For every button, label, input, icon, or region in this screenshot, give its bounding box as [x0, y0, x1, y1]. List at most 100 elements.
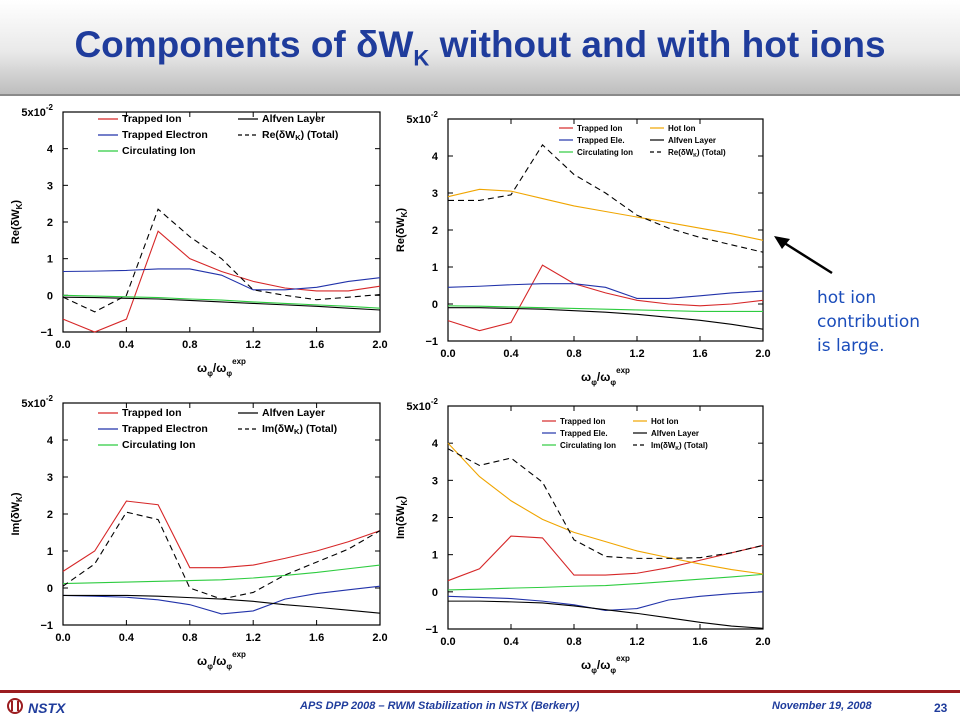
footer-rule	[0, 690, 960, 693]
legend-label-3: Hot Ion	[668, 124, 696, 133]
legend-label-5: Re(δWK) (Total)	[668, 148, 726, 159]
legend-label-2: Circulating Ion	[577, 148, 633, 157]
y-axis-label: Im(δWK)	[395, 496, 409, 539]
annotation-text: hot ion contribution is large.	[817, 288, 921, 356]
series-line-0	[62, 230, 381, 333]
footer-center-text: APS DPP 2008 – RWM Stabilization in NSTX…	[300, 700, 580, 712]
x-tick-label: 0.8	[566, 636, 581, 648]
page-number: 23	[934, 701, 948, 715]
y-tick-label: 3	[47, 180, 53, 192]
series-line-2	[447, 305, 763, 312]
series-line-2	[62, 294, 381, 309]
y-axis-label: Im(δWK)	[10, 492, 24, 535]
y-tick-label: 1	[432, 550, 438, 562]
series-line-4	[448, 600, 764, 629]
series-line-5	[447, 448, 764, 559]
y-tick-label: 3	[47, 472, 53, 484]
annotation-arrow	[774, 236, 833, 275]
series-line-1	[62, 585, 381, 615]
legend-label-2: Circulating Ion	[560, 441, 616, 450]
series-line-4	[62, 208, 381, 313]
y-tick-label: 5x10-2	[406, 397, 438, 413]
title-rest: without and with hot ions	[429, 24, 886, 65]
legend-label-4: Re(δWK) (Total)	[262, 129, 338, 142]
title-rule	[0, 94, 960, 96]
legend-label-2: Circulating Ion	[122, 439, 196, 451]
series-line-2	[447, 573, 764, 591]
series-line-1	[447, 591, 764, 611]
plot-frame	[62, 111, 381, 333]
y-tick-label: 4	[47, 435, 54, 447]
x-tick-label: 0.0	[55, 632, 70, 644]
legend-label-0: Trapped Ion	[122, 407, 182, 419]
x-tick-label: 0.8	[182, 339, 197, 351]
chart-im-without-hot-ions: 0.0 0.4 0.8 1.2 1.6 2.0 −1 0 1 2 3 4 5x10-2 Im(δWK) ωφ…	[10, 394, 388, 671]
series-line-0	[447, 535, 764, 582]
y-tick-label: 3	[432, 188, 438, 200]
legend-label-0: Trapped Ion	[122, 113, 182, 125]
y-tick-label: 0	[432, 299, 438, 311]
y-tick-label: −1	[40, 327, 53, 339]
x-tick-label: 0.4	[503, 636, 519, 648]
slide-title: Components of δWK without and with hot i…	[0, 24, 960, 71]
x-tick-label: 1.6	[309, 339, 324, 351]
y-tick-label: 1	[47, 254, 53, 266]
y-tick-label: 5x10-2	[21, 103, 53, 119]
legend-label-4: Alfven Layer	[651, 429, 699, 438]
x-tick-label: 0.8	[182, 632, 197, 644]
x-tick-label: 1.2	[629, 636, 644, 648]
y-tick-label: 2	[47, 509, 53, 521]
y-axis-label: Re(δWK)	[395, 208, 409, 253]
series-line-4	[448, 307, 764, 330]
chart-im-with-hot-ions: 0.0 0.4 0.8 1.2 1.6 2.0 −1 0 1 2 3 4 5x10-2 Im(δWK) ωφ…	[395, 397, 771, 675]
legend-label-1: Trapped Ele.	[577, 136, 625, 145]
series-line-1	[62, 268, 381, 291]
x-tick-label: 2.0	[372, 632, 387, 644]
legend-label-3: Alfven Layer	[262, 407, 325, 419]
x-tick-label: 1.2	[629, 348, 644, 360]
y-tick-label: 3	[432, 475, 438, 487]
x-tick-label: 0.4	[503, 348, 519, 360]
x-tick-label: 1.6	[692, 636, 707, 648]
series-line-3	[447, 442, 764, 575]
series-line-2	[62, 564, 381, 585]
y-tick-label: 0	[47, 290, 53, 302]
series-line-3	[447, 188, 764, 241]
x-tick-label: 1.2	[246, 632, 261, 644]
title-main: Components of δW	[74, 24, 414, 65]
y-tick-label: −1	[40, 620, 53, 632]
legend-label-4: Im(δWK) (Total)	[262, 423, 337, 436]
x-axis-label: ωφ/ωφexp	[581, 654, 630, 675]
x-tick-label: 0.8	[566, 348, 581, 360]
legend-label-2: Circulating Ion	[122, 145, 196, 157]
legend-label-4: Alfven Layer	[668, 136, 716, 145]
x-tick-label: 0.0	[440, 348, 455, 360]
y-tick-label: 5x10-2	[406, 110, 438, 126]
x-tick-label: 0.4	[119, 339, 135, 351]
y-tick-label: 4	[432, 438, 439, 450]
x-tick-label: 0.0	[55, 339, 70, 351]
y-axis-label: Re(δWK)	[10, 200, 24, 245]
y-tick-label: −1	[425, 336, 438, 348]
x-tick-label: 1.6	[692, 348, 707, 360]
y-tick-label: 4	[47, 144, 54, 156]
x-tick-label: 2.0	[755, 636, 770, 648]
footer: NSTX APS DPP 2008 – RWM Stabilization in…	[0, 690, 960, 720]
y-tick-label: 1	[432, 262, 438, 274]
chart-re-without-hot-ions: 0.0 0.4 0.8 1.2 1.6 2.0 −1 0 1 2 3 4 5x10-2 Re(δWK) ωφ…	[10, 103, 388, 378]
x-tick-label: 0.4	[119, 632, 135, 644]
footer-logo-text: NSTX	[28, 700, 66, 716]
y-tick-label: 2	[47, 217, 53, 229]
y-tick-label: 2	[432, 513, 438, 525]
x-axis-label: ωφ/ωφexp	[197, 357, 246, 378]
legend-label-1: Trapped Electron	[122, 129, 208, 141]
x-tick-label: 2.0	[372, 339, 387, 351]
y-tick-label: 4	[432, 151, 439, 163]
legend-label-1: Trapped Ele.	[560, 429, 608, 438]
y-tick-label: 2	[432, 225, 438, 237]
chart-re-with-hot-ions: 0.0 0.4 0.8 1.2 1.6 2.0 −1 0 1 2 3 4 5x10-2 Re(δWK) ωφ…	[395, 110, 771, 387]
legend-label-3: Alfven Layer	[262, 113, 325, 125]
plot-frame	[447, 405, 764, 630]
y-tick-label: 1	[47, 546, 53, 558]
series-line-3	[62, 296, 381, 311]
